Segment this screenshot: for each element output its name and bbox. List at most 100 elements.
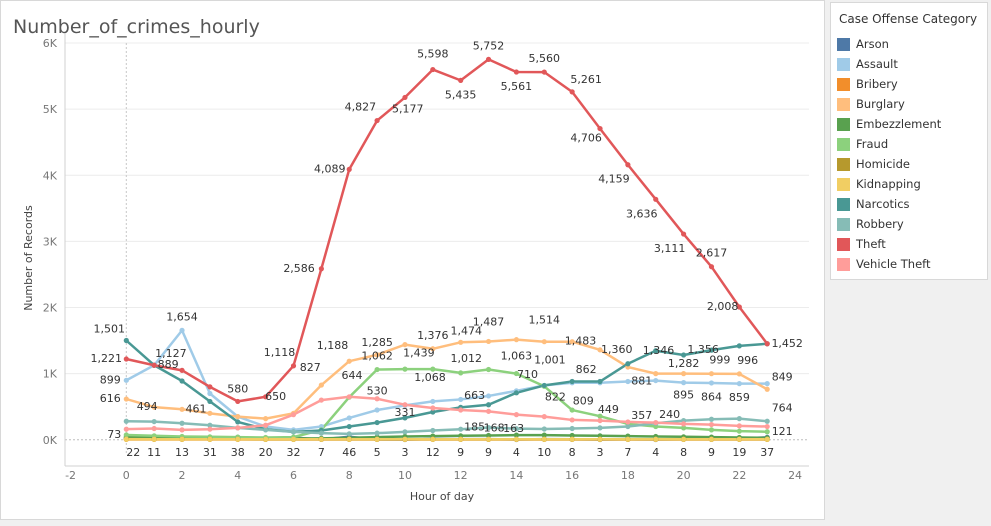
data-point: [708, 427, 715, 433]
data-point: [207, 390, 213, 397]
legend-label: Arson: [856, 37, 889, 51]
data-point: [123, 436, 129, 442]
data-point: [123, 356, 129, 362]
data-point: [123, 396, 129, 402]
data-point: [597, 425, 603, 431]
legend-item[interactable]: Fraud: [837, 136, 888, 152]
data-point: [263, 422, 269, 428]
data-point: [346, 415, 352, 421]
data-point: [681, 436, 687, 442]
data-point: [569, 425, 575, 432]
data-point: [597, 413, 603, 419]
data-label: 461: [185, 402, 206, 415]
data-label: 163: [503, 422, 524, 435]
legend-item[interactable]: Embezzlement: [837, 116, 941, 132]
data-point: [681, 421, 687, 427]
data-label: 864: [701, 391, 722, 404]
legend-item[interactable]: Assault: [837, 56, 898, 72]
data-point: [458, 407, 464, 413]
data-label: 8: [569, 446, 576, 459]
data-label: 809: [573, 394, 594, 407]
data-point: [458, 436, 464, 442]
data-point: [430, 427, 436, 434]
data-point: [485, 432, 492, 439]
data-point: [541, 426, 547, 432]
data-label: 4: [513, 446, 520, 459]
data-point: [708, 421, 715, 428]
data-point: [736, 371, 742, 377]
legend-swatch: [837, 97, 850, 111]
legend-item[interactable]: Theft: [837, 236, 886, 252]
data-label: 449: [598, 403, 619, 416]
legend-swatch: [837, 37, 850, 51]
legend-item[interactable]: Narcotics: [837, 196, 910, 212]
data-point: [708, 416, 715, 422]
data-point: [318, 266, 324, 272]
data-point: [346, 358, 352, 364]
data-point: [402, 94, 408, 101]
legend-item[interactable]: Burglary: [837, 96, 905, 112]
data-point: [151, 362, 157, 368]
data-point: [541, 414, 547, 420]
data-label: 1,063: [501, 349, 533, 362]
data-point: [708, 347, 715, 353]
legend-item[interactable]: Arson: [837, 36, 889, 52]
data-label: 37: [760, 446, 774, 459]
x-tick-label: 18: [621, 469, 635, 482]
data-point: [764, 423, 770, 430]
data-point: [541, 69, 547, 75]
data-point: [151, 418, 157, 425]
data-point: [569, 378, 575, 385]
data-point: [485, 56, 492, 63]
data-label: 11: [147, 446, 161, 459]
legend-item[interactable]: Homicide: [837, 156, 910, 172]
data-label: 3,111: [654, 242, 686, 255]
y-tick-label: 1K: [43, 368, 58, 381]
data-point: [151, 436, 157, 442]
data-label: 5,435: [445, 88, 477, 101]
data-point: [485, 402, 492, 408]
legend-label: Robbery: [856, 217, 904, 231]
data-point: [569, 436, 575, 442]
legend-item[interactable]: Bribery: [837, 76, 898, 92]
data-label: 22: [126, 446, 140, 459]
data-point: [485, 424, 492, 431]
data-point: [346, 166, 352, 172]
legend-swatch: [837, 257, 850, 271]
data-label: 1,221: [91, 352, 123, 365]
data-point: [123, 426, 129, 432]
data-point: [430, 405, 436, 411]
data-point: [263, 416, 269, 422]
data-label: 4,706: [570, 132, 602, 145]
data-label: 5,560: [529, 52, 561, 65]
legend-item[interactable]: Kidnapping: [837, 176, 921, 192]
data-label: 899: [100, 373, 121, 386]
data-point: [736, 428, 742, 434]
data-point: [597, 125, 603, 132]
series-line: [126, 367, 768, 439]
data-label: 4,827: [345, 101, 377, 114]
data-point: [290, 436, 297, 442]
data-point: [374, 407, 380, 413]
data-point: [374, 436, 380, 442]
series-lines: [125, 58, 769, 441]
x-tick-label: 24: [788, 469, 802, 482]
data-label: 31: [203, 446, 217, 459]
legend-label: Narcotics: [856, 197, 910, 211]
data-label: 5,598: [417, 48, 449, 61]
data-point: [179, 327, 185, 333]
legend-item[interactable]: Vehicle Theft: [837, 256, 931, 272]
data-point: [179, 427, 185, 433]
data-label: 1,514: [529, 314, 561, 327]
data-point: [430, 398, 436, 405]
data-point: [123, 432, 129, 438]
data-label: 73: [107, 428, 121, 441]
data-point: [485, 393, 492, 399]
legend-item[interactable]: Robbery: [837, 216, 904, 232]
data-point: [179, 378, 185, 384]
data-point: [513, 370, 520, 377]
data-label: 9: [457, 446, 464, 459]
data-point: [207, 384, 213, 390]
data-point: [123, 377, 129, 383]
